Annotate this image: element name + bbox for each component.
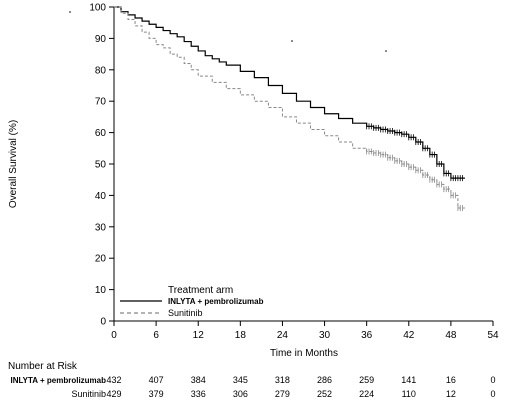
risk-row-label-sunitinib: Sunitinib [71, 389, 106, 399]
curve-inlyta-pembrolizumab [114, 6, 465, 179]
y-tick-label: 10 [95, 285, 107, 296]
x-tick-label: 6 [153, 330, 159, 341]
risk-value: 0 [490, 389, 495, 399]
x-tick-label: 48 [445, 330, 457, 341]
x-tick-label: 12 [193, 330, 205, 341]
speck-mark [291, 40, 293, 42]
y-tick-label: 70 [95, 97, 107, 108]
speck-mark [385, 50, 387, 52]
x-tick-label: 54 [487, 330, 499, 341]
risk-value: 252 [317, 389, 332, 399]
y-tick-label: 60 [95, 128, 107, 139]
risk-value: 279 [275, 389, 290, 399]
risk-value: 16 [446, 375, 456, 385]
legend: Treatment arm INLYTA + pembrolizumab Sun… [120, 285, 264, 318]
x-tick-label: 0 [111, 330, 117, 341]
risk-table-title: Number at Risk [8, 361, 78, 372]
risk-value: 432 [106, 375, 121, 385]
risk-value: 224 [359, 389, 374, 399]
risk-value: 384 [191, 375, 206, 385]
legend-label-sunitinib: Sunitinib [168, 308, 203, 318]
y-tick-label: 30 [95, 222, 107, 233]
risk-value: 141 [401, 375, 416, 385]
x-tick-label: 36 [361, 330, 373, 341]
y-tick-label: 0 [100, 317, 106, 328]
y-axis-title: Overall Survival (%) [8, 120, 19, 208]
risk-value: 318 [275, 375, 290, 385]
risk-value: 0 [490, 375, 495, 385]
x-tick-label: 30 [319, 330, 331, 341]
risk-table: Number at Risk INLYTA + pembrolizumab Su… [8, 361, 496, 399]
risk-value: 306 [233, 389, 248, 399]
y-tick-label: 40 [95, 191, 107, 202]
risk-row-label-inlyta: INLYTA + pembrolizumab [11, 376, 107, 385]
y-tick-label: 100 [89, 3, 106, 14]
y-tick-label: 50 [95, 160, 107, 171]
x-tick-label: 18 [235, 330, 247, 341]
x-axis-title: Time in Months [270, 348, 338, 359]
legend-title: Treatment arm [168, 285, 233, 296]
y-tick-label: 20 [95, 254, 107, 265]
risk-value: 345 [233, 375, 248, 385]
x-tick-label: 24 [277, 330, 289, 341]
y-tick-label: 90 [95, 34, 107, 45]
risk-value: 259 [359, 375, 374, 385]
risk-value: 12 [446, 389, 456, 399]
risk-value: 407 [149, 375, 164, 385]
risk-value: 379 [149, 389, 164, 399]
risk-value: 286 [317, 375, 332, 385]
y-tick-label: 80 [95, 65, 107, 76]
risk-value: 336 [191, 389, 206, 399]
risk-value: 110 [402, 389, 416, 399]
x-tick-label: 42 [403, 330, 415, 341]
legend-label-inlyta: INLYTA + pembrolizumab [168, 297, 264, 306]
curve-sunitinib [114, 6, 465, 209]
speck-mark [69, 11, 71, 13]
risk-value: 429 [106, 389, 121, 399]
